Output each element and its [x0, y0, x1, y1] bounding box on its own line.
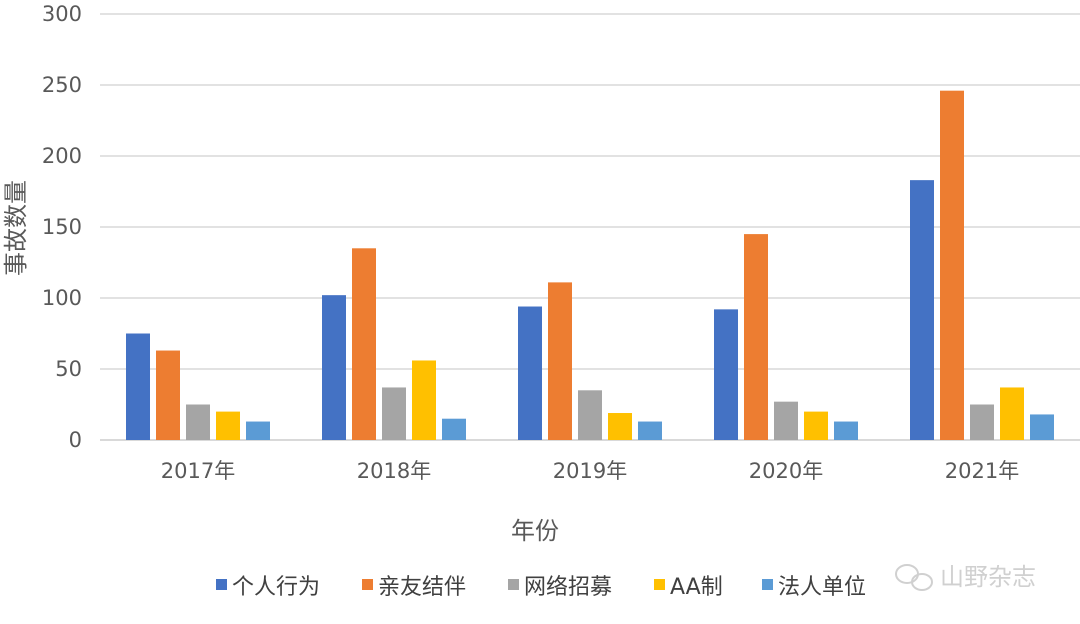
bar-0-4: [246, 421, 270, 440]
y-axis-ticks: 0 50 100 150 200 250 300: [42, 2, 82, 452]
wechat-logo-icon: [895, 564, 933, 591]
x-tick-label: 2017年: [161, 459, 235, 483]
legend-label: 个人行为: [232, 575, 320, 600]
bar-2-1: [548, 282, 572, 440]
bar-2-2: [578, 390, 602, 440]
legend-label: AA制: [670, 575, 723, 600]
bar-3-2: [774, 401, 798, 440]
y-tick-label: 150: [42, 215, 82, 239]
y-tick-label: 300: [42, 2, 82, 26]
legend-label: 法人单位: [778, 575, 866, 600]
y-axis-label: 事故数量: [2, 180, 30, 276]
bar-3-3: [804, 411, 828, 440]
legend-item: AA制: [654, 575, 723, 600]
legend-item: 亲友结伴: [362, 575, 466, 600]
x-axis-ticks: 2017年 2018年 2019年 2020年 2021年: [161, 459, 1019, 483]
watermark: 山野杂志: [895, 563, 1036, 591]
legend-item: 法人单位: [762, 575, 866, 600]
y-tick-label: 200: [42, 144, 82, 168]
bar-3-0: [714, 309, 738, 440]
bar-1-0: [322, 295, 346, 440]
x-tick-label: 2019年: [553, 459, 627, 483]
legend-label: 亲友结伴: [378, 575, 466, 600]
x-tick-label: 2021年: [945, 459, 1019, 483]
x-tick-label: 2020年: [749, 459, 823, 483]
bar-1-2: [382, 387, 406, 440]
bar-4-2: [970, 404, 994, 440]
bar-3-1: [744, 234, 768, 440]
y-tick-label: 50: [55, 357, 82, 381]
bar-4-1: [940, 90, 964, 441]
bar-4-4: [1030, 414, 1054, 440]
legend-swatch: [762, 579, 773, 590]
bars: [126, 90, 1054, 441]
y-tick-label: 0: [69, 428, 82, 452]
bar-0-2: [186, 404, 210, 440]
bar-0-1: [156, 350, 180, 440]
bar-2-0: [518, 306, 542, 440]
bar-1-1: [352, 248, 376, 440]
x-tick-label: 2018年: [357, 459, 431, 483]
bar-4-0: [910, 180, 934, 440]
bar-1-3: [412, 360, 436, 440]
legend-label: 网络招募: [524, 575, 612, 600]
legend-swatch: [654, 579, 665, 590]
x-axis-label: 年份: [511, 517, 559, 545]
bar-1-4: [442, 418, 466, 440]
bar-2-4: [638, 421, 662, 440]
legend-swatch: [216, 579, 227, 590]
watermark-text: 山野杂志: [940, 563, 1036, 591]
bar-0-3: [216, 411, 240, 440]
bar-2-3: [608, 413, 632, 440]
legend-swatch: [362, 579, 373, 590]
legend: 个人行为 亲友结伴 网络招募 AA制 法人单位: [216, 575, 866, 600]
bar-3-4: [834, 421, 858, 440]
legend-swatch: [508, 579, 519, 590]
bar-4-3: [1000, 387, 1024, 440]
y-tick-label: 100: [42, 286, 82, 310]
legend-item: 个人行为: [216, 575, 320, 600]
y-tick-label: 250: [42, 73, 82, 97]
bar-0-0: [126, 333, 150, 440]
legend-item: 网络招募: [508, 575, 612, 600]
